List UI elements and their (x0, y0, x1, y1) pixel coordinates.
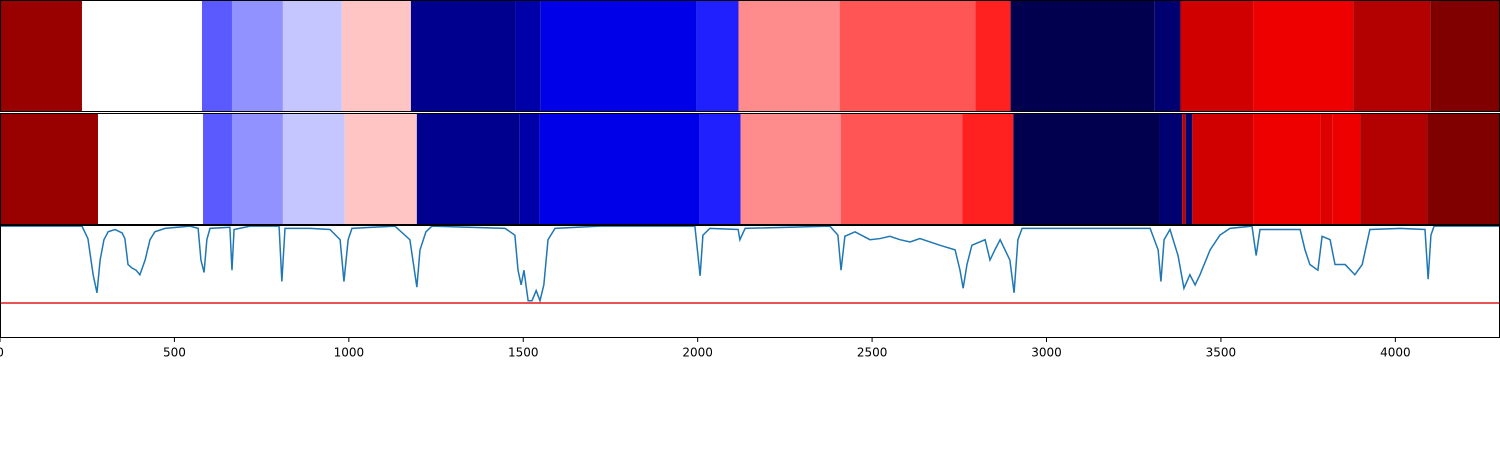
x-tick-label: 2500 (857, 346, 888, 360)
segment (344, 113, 417, 225)
segment (201, 0, 232, 112)
segment (1185, 113, 1193, 225)
segment (1427, 113, 1500, 225)
segment (416, 113, 520, 225)
segment (231, 0, 283, 112)
segment (0, 0, 82, 112)
segment (1320, 113, 1333, 225)
segment (1192, 113, 1254, 225)
segment (1253, 113, 1321, 225)
x-tick-label: 3000 (1031, 346, 1062, 360)
segment (1159, 113, 1183, 225)
segment (840, 113, 963, 225)
segment (0, 113, 99, 225)
x-tick-label: 500 (163, 346, 186, 360)
segment (839, 0, 976, 112)
segment (1180, 0, 1254, 112)
segment (515, 0, 541, 112)
segment (699, 113, 741, 225)
segment (341, 0, 411, 112)
segment (975, 0, 1011, 112)
segment (282, 0, 342, 112)
segment (696, 0, 739, 112)
line-series (0, 225, 1500, 304)
plot-frame (0, 225, 1500, 338)
segment (1013, 113, 1160, 225)
segment (410, 0, 516, 112)
segment (1253, 0, 1354, 112)
segment (962, 113, 1014, 225)
x-tick-label: 1500 (508, 346, 539, 360)
x-tick-label: 3500 (1206, 346, 1237, 360)
segment (1360, 113, 1428, 225)
segment (81, 0, 202, 112)
segment (1332, 113, 1361, 225)
segment (519, 113, 540, 225)
segment (1010, 0, 1155, 112)
segment (1353, 0, 1431, 112)
x-tick-label: 0 (0, 346, 4, 360)
segment (540, 0, 697, 112)
segment (1430, 0, 1500, 112)
segment (1182, 113, 1186, 225)
segment (231, 113, 283, 225)
x-tick-label: 4000 (1380, 346, 1411, 360)
segment (203, 113, 232, 225)
segment (98, 113, 204, 225)
segment (539, 113, 700, 225)
x-tick-label: 1000 (334, 346, 365, 360)
segment (740, 113, 841, 225)
segment (1154, 0, 1181, 112)
segment (282, 113, 345, 225)
x-tick-label: 2000 (682, 346, 713, 360)
segment (738, 0, 840, 112)
